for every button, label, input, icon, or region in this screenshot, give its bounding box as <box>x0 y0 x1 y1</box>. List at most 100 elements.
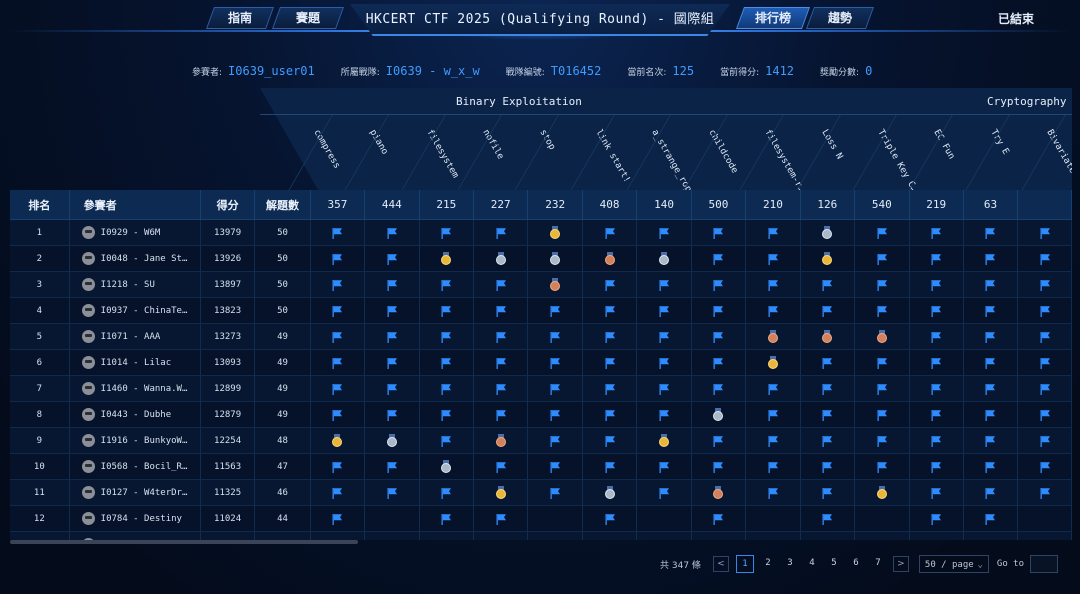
player-name: I0929 - W6M <box>100 228 161 238</box>
page-number-1[interactable]: 1 <box>735 555 754 573</box>
table-row[interactable]: 4 I0937 - ChinaTe… 13823 50 <box>10 297 1072 324</box>
flag-icon <box>604 513 616 525</box>
gold-medal-icon <box>549 225 561 240</box>
table-row[interactable]: 11 I0127 - W4terDr… 11325 46 <box>10 479 1072 506</box>
col-solved[interactable]: 解題數 <box>254 190 311 220</box>
player-name: I1071 - AAA <box>100 332 161 342</box>
row-cell <box>527 375 583 402</box>
row-cell <box>909 323 964 350</box>
bronze-medal-icon <box>821 329 833 344</box>
table-row[interactable]: 10 I0568 - Bocil_R… 11563 47 <box>10 453 1072 480</box>
table-row[interactable]: 1 I0929 - W6M 13979 50 <box>10 219 1072 246</box>
row-cell <box>527 531 583 540</box>
player-name: I0048 - Jane St… <box>100 254 188 264</box>
page-number-2[interactable]: 2 <box>765 558 771 568</box>
table-row[interactable]: 8 I0443 - Dubhe 12879 49 <box>10 401 1072 428</box>
horizontal-scrollbar[interactable] <box>10 540 358 544</box>
flag-icon <box>1039 487 1051 499</box>
goto-label: Go to <box>996 559 1024 569</box>
flag-icon <box>712 227 724 239</box>
status-ended: 已結束 <box>998 12 1035 26</box>
flag-icon <box>604 461 616 473</box>
row-cell <box>473 271 529 298</box>
row-cell <box>364 245 420 272</box>
table-row[interactable]: 5 I1071 - AAA 13273 49 <box>10 323 1072 350</box>
page-number-7[interactable]: 7 <box>875 558 881 568</box>
table-row[interactable]: 2 I0048 - Jane St… 13926 50 <box>10 245 1072 272</box>
nav-leaderboard-button[interactable]: 排行榜 <box>735 7 811 29</box>
row-cell <box>527 505 583 532</box>
table-row[interactable]: 3 I1218 - SU 13897 50 <box>10 271 1072 298</box>
row-cell <box>691 297 747 324</box>
col-player[interactable]: 參賽者 <box>69 190 201 220</box>
col-score[interactable]: 得分 <box>200 190 256 220</box>
row-cell <box>691 219 747 246</box>
table-row[interactable]: 9 I1916 - BunkyoW… 12254 48 <box>10 427 1072 454</box>
row-score: 13093 <box>200 349 256 376</box>
chevron-down-icon: ⌄ <box>977 560 983 570</box>
flag-icon <box>1039 279 1051 291</box>
row-cell <box>854 349 910 376</box>
player-name: I1218 - SU <box>100 280 155 290</box>
rank-value: 125 <box>672 64 695 78</box>
nav-challenges-button[interactable]: 賽題 <box>271 7 345 29</box>
table-row[interactable]: 13I1655 - Nope1071945 <box>10 531 1072 540</box>
flag-icon <box>876 383 888 395</box>
table-row[interactable]: 7 I1460 - Wanna.W… 12899 49 <box>10 375 1072 402</box>
flag-icon <box>386 227 398 239</box>
flag-icon <box>386 331 398 343</box>
row-cell <box>909 427 964 454</box>
silver-medal-icon <box>821 225 833 240</box>
flag-icon <box>984 461 996 473</box>
row-cell <box>854 219 910 246</box>
player-name: I0568 - Bocil_R… <box>100 462 188 472</box>
row-solved: 46 <box>254 479 311 506</box>
flag-icon <box>658 357 670 369</box>
next-page-button[interactable]: > <box>892 556 909 572</box>
row-cell <box>854 427 910 454</box>
col-rank[interactable]: 排名 <box>10 190 70 220</box>
row-cell <box>745 505 801 532</box>
avatar-icon <box>81 434 95 447</box>
row-rank: 2 <box>10 245 70 272</box>
table-row[interactable]: 12 I0784 - Destiny 11024 44 <box>10 505 1072 532</box>
flag-icon <box>440 513 452 525</box>
row-score: 12879 <box>200 401 256 428</box>
page-number-5[interactable]: 5 <box>831 558 837 568</box>
row-cell <box>527 453 583 480</box>
row-cell <box>963 271 1019 298</box>
page-number-3[interactable]: 3 <box>787 558 793 568</box>
flag-icon <box>821 357 833 369</box>
page-number-6[interactable]: 6 <box>853 558 859 568</box>
row-cell <box>364 401 420 428</box>
row-solved: 45 <box>254 531 311 540</box>
page-size-select[interactable]: 50 / page ⌄ <box>918 555 989 573</box>
flag-icon <box>767 435 779 447</box>
flag-icon <box>1039 253 1051 265</box>
silver-medal-icon <box>495 251 507 266</box>
row-player: I1218 - SU <box>69 271 201 298</box>
challenge-score-7: 500 <box>691 190 747 220</box>
prev-page-button[interactable]: < <box>712 556 729 572</box>
goto-page-input[interactable] <box>1030 555 1058 573</box>
flag-icon <box>658 227 670 239</box>
nav-guide-button[interactable]: 指南 <box>205 7 275 29</box>
page-number-4[interactable]: 4 <box>809 558 815 568</box>
bronze-medal-icon <box>876 329 888 344</box>
table-row[interactable]: 6 I1014 - Lilac 13093 49 <box>10 349 1072 376</box>
row-score: 13273 <box>200 323 256 350</box>
row-cell <box>909 219 964 246</box>
silver-medal-icon <box>549 251 561 266</box>
flag-icon <box>440 409 452 421</box>
row-cell <box>854 323 910 350</box>
leaderboard-table[interactable]: Binary Exploitation Cryptography compres… <box>10 88 1072 540</box>
flag-icon <box>1039 435 1051 447</box>
flag-icon <box>386 409 398 421</box>
row-cell <box>582 245 638 272</box>
flag-icon <box>386 253 398 265</box>
flag-icon <box>495 409 507 421</box>
row-cell <box>745 245 801 272</box>
row-cell <box>909 531 964 540</box>
nav-trend-button[interactable]: 趨勢 <box>805 7 875 29</box>
flag-icon <box>604 331 616 343</box>
